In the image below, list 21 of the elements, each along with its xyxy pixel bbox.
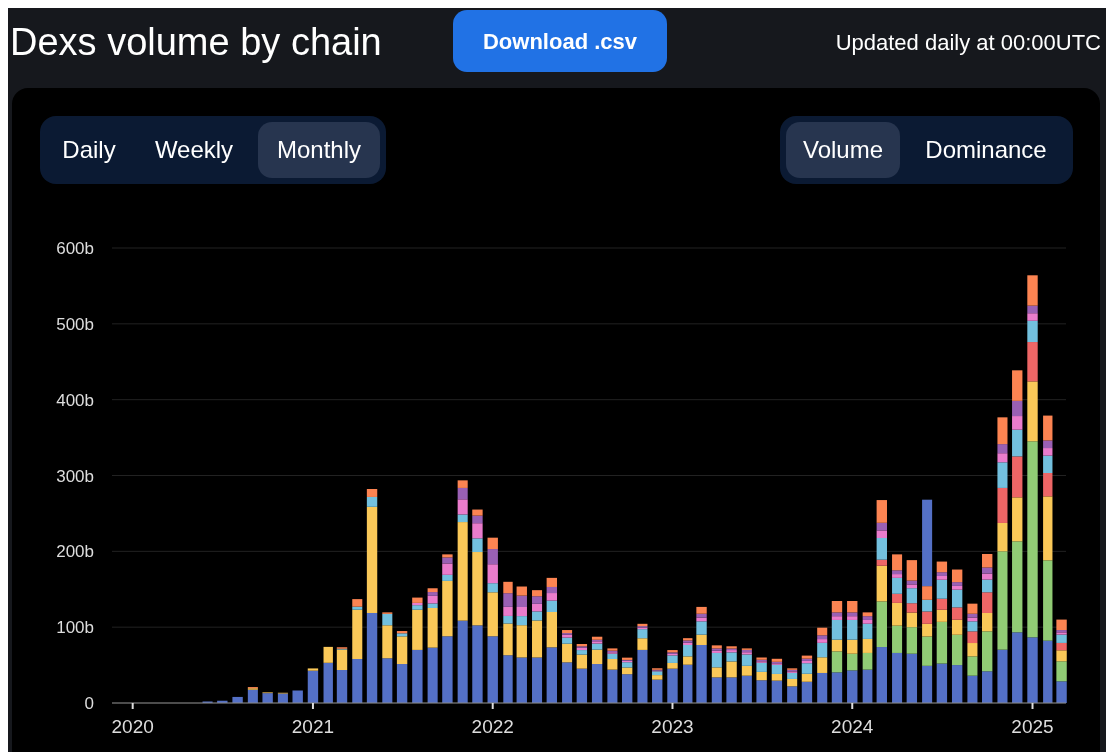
y-tick-label: 600b <box>56 239 94 258</box>
x-tick-label: 2023 <box>651 716 694 737</box>
y-tick-label: 100b <box>56 618 94 638</box>
x-tick-label: 2021 <box>291 716 335 737</box>
y-tick-label: 300b <box>56 466 94 486</box>
text: Weekly <box>154 136 234 163</box>
y-tick-label: 500b <box>56 314 94 334</box>
text: Download .csv <box>482 29 638 54</box>
x-tick-label: 2020 <box>111 716 154 737</box>
text: Updated daily at 00:00UTC <box>835 30 1102 55</box>
x-tick-label: 2024 <box>831 716 874 737</box>
text: Dominance <box>925 136 1047 163</box>
x-tick-label: 2025 <box>1011 716 1054 737</box>
text: Monthly <box>276 136 362 163</box>
text: Volume <box>802 136 884 163</box>
text: Daily <box>62 136 116 163</box>
y-tick-label: 200b <box>56 542 94 562</box>
y-tick-label: 400b <box>56 390 94 410</box>
x-tick-label: 2022 <box>471 716 514 737</box>
chart-title: Dexs volume by chain <box>10 21 382 63</box>
y-tick-label: 0 <box>84 694 94 713</box>
